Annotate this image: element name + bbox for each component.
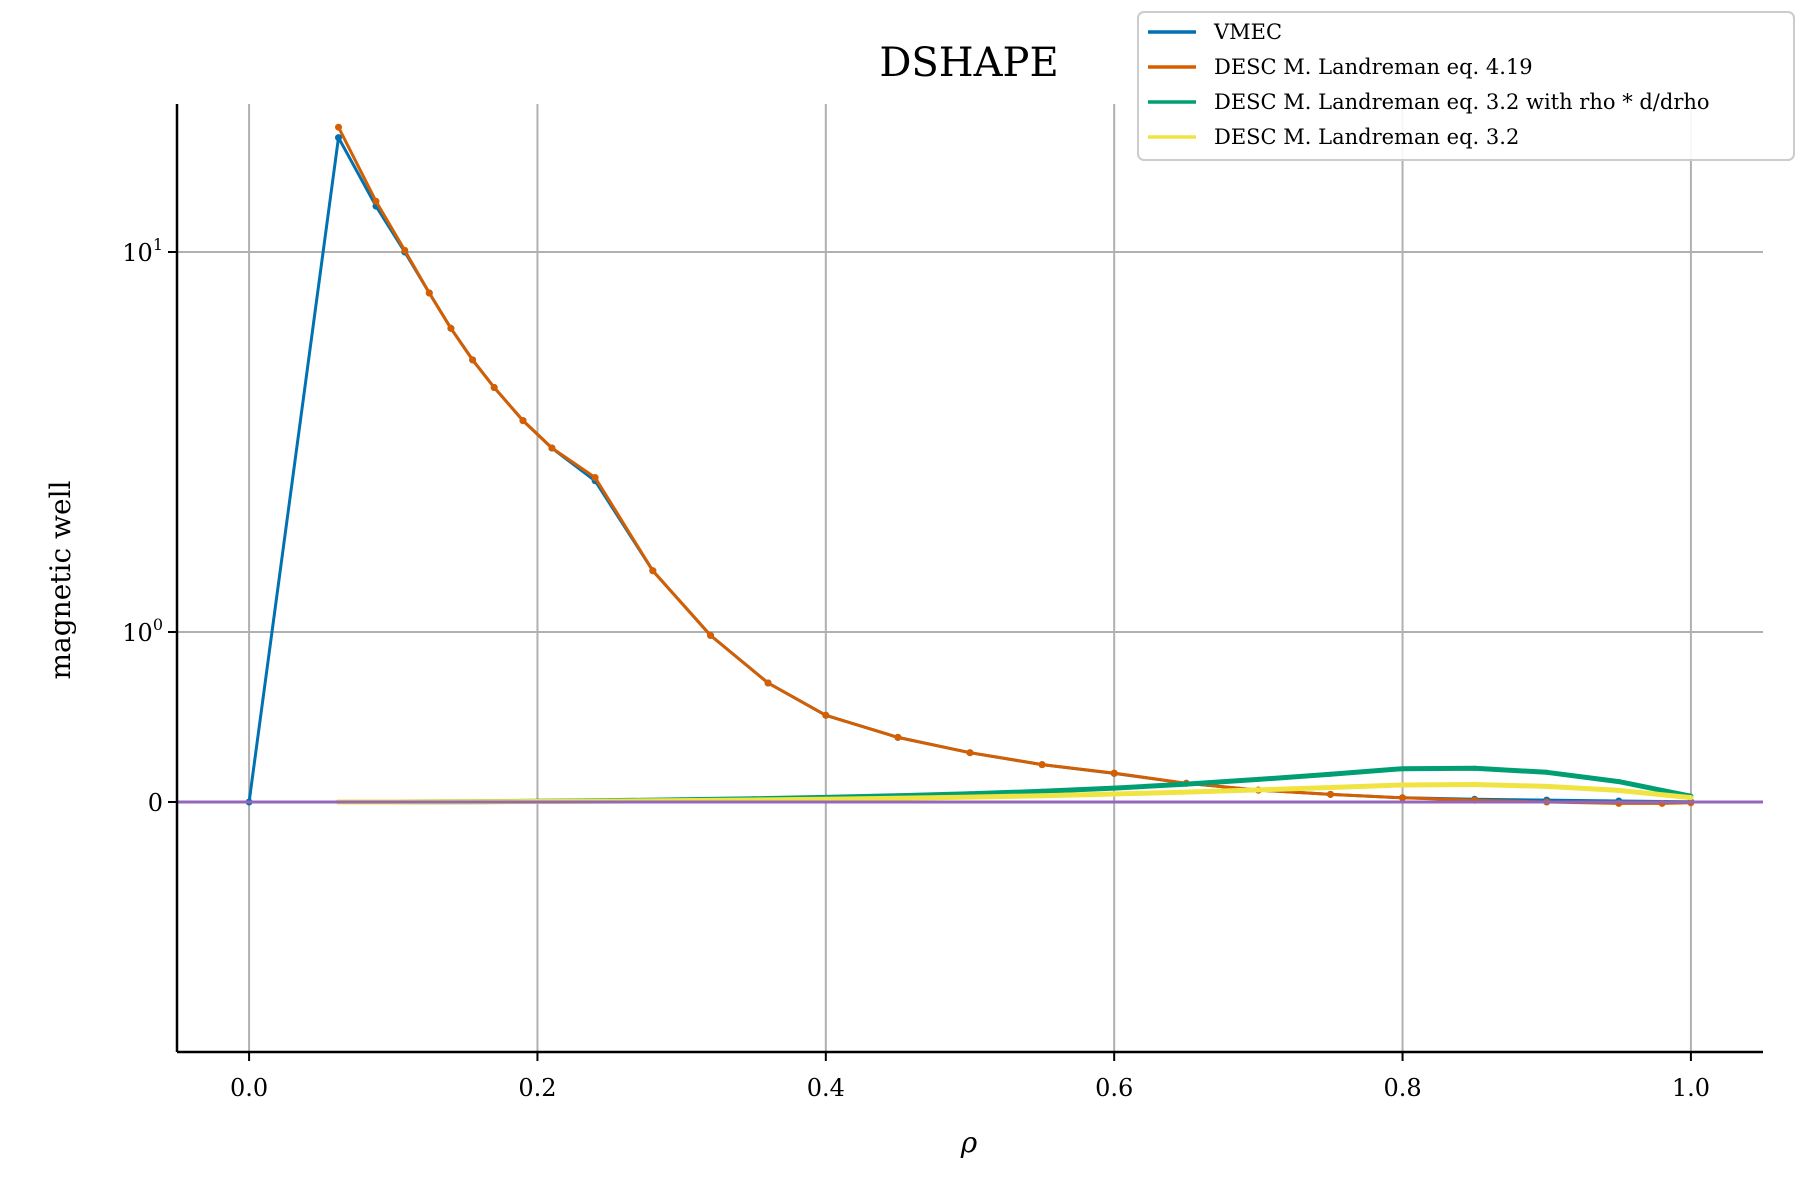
data-point (1183, 789, 1189, 795)
data-point (447, 324, 455, 332)
axes (175, 104, 1763, 1054)
legend-label: VMEC (1213, 20, 1282, 44)
x-tick-label: 0.6 (1095, 1074, 1133, 1102)
data-point (1039, 793, 1045, 799)
data-point (335, 123, 342, 131)
legend-label: DESC M. Landreman eq. 3.2 with rho * d/d… (1214, 90, 1710, 114)
x-tick-label: 1.0 (1672, 1074, 1710, 1102)
grid-lines (177, 104, 1763, 1052)
data-point (1328, 785, 1333, 790)
data-point (591, 474, 599, 481)
data-point (1039, 788, 1045, 794)
data-point (1399, 794, 1406, 802)
data-point (1544, 783, 1550, 789)
x-tick-label: 0.0 (230, 1074, 268, 1102)
data-point (1328, 771, 1333, 777)
data-point (764, 679, 772, 687)
data-point (1110, 769, 1118, 777)
data-point (401, 246, 409, 254)
y-tick-label: 100 (122, 615, 163, 647)
series-line (337, 126, 1691, 805)
data-point (822, 711, 830, 719)
x-tick-label: 0.4 (807, 1074, 845, 1102)
data-point (967, 794, 973, 800)
y-axis-label: magnetic well (44, 480, 77, 679)
legend-label: DESC M. Landreman eq. 4.19 (1214, 55, 1533, 79)
data-point (490, 384, 498, 391)
data-point (1038, 761, 1046, 769)
x-tick-label: 0.2 (518, 1074, 556, 1102)
data-point (1616, 787, 1622, 793)
series-2 (335, 123, 1695, 807)
data-point (895, 795, 901, 801)
data-point (1616, 779, 1622, 785)
data-point (335, 134, 342, 142)
data-point (519, 417, 527, 425)
data-point (1327, 790, 1334, 798)
y-axis-ticks: 0 100 101 (122, 235, 177, 817)
data-point (425, 289, 433, 297)
series-layer (177, 123, 1763, 807)
legend: VMEC DESC M. Landreman eq. 4.19 DESC M. La… (1137, 11, 1795, 161)
series-1 (245, 134, 1695, 806)
data-point (372, 197, 380, 205)
chart-title: DSHAPE (879, 40, 1058, 86)
data-point (469, 356, 477, 364)
legend-box (1137, 11, 1795, 161)
data-point (966, 749, 974, 757)
data-point (1255, 776, 1261, 782)
data-point (1472, 782, 1478, 787)
data-point (1111, 791, 1117, 797)
data-point (548, 444, 556, 452)
data-point (1688, 795, 1694, 801)
series-line (247, 136, 1691, 804)
data-point (1544, 769, 1550, 775)
data-point (707, 631, 714, 639)
x-axis-ticks: 0.0 0.2 0.4 0.6 0.8 1.0 (230, 1052, 1710, 1102)
legend-label: DESC M. Landreman eq. 3.2 (1214, 125, 1519, 149)
y-tick-label: 0 (148, 789, 163, 817)
y-tick-label: 101 (122, 235, 163, 267)
data-point (649, 567, 657, 575)
data-point (1255, 787, 1261, 793)
data-point (1183, 781, 1189, 787)
x-axis-label: ρ (960, 1126, 978, 1159)
data-point (894, 733, 902, 741)
data-point (1472, 765, 1478, 771)
x-tick-label: 0.8 (1383, 1074, 1421, 1102)
data-point (1400, 782, 1405, 788)
data-point (1400, 766, 1405, 772)
data-point (1111, 785, 1117, 791)
